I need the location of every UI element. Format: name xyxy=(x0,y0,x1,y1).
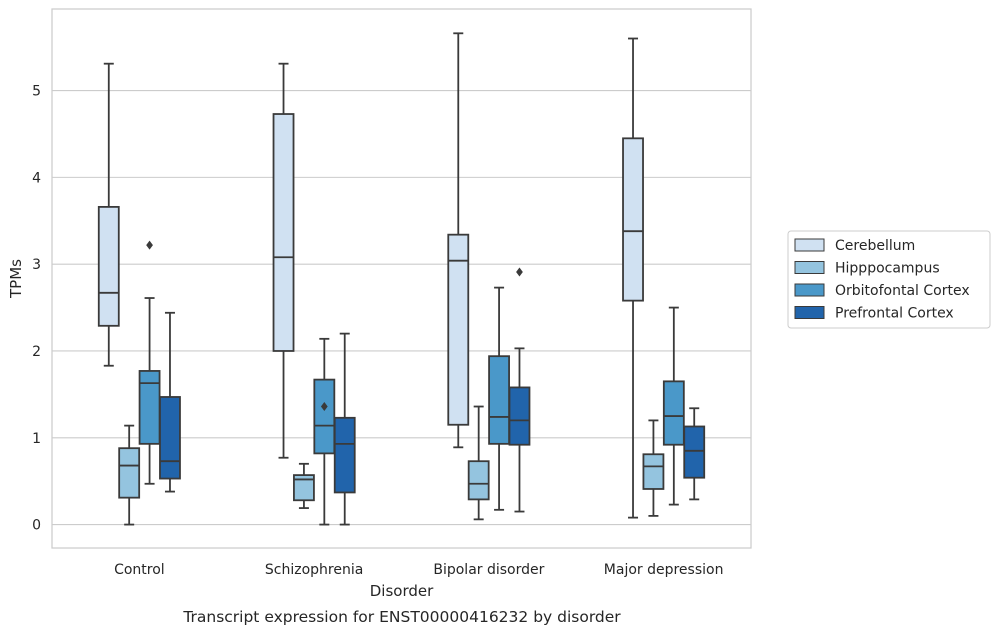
box-orbitofontal-cortex xyxy=(313,337,336,526)
legend-item[interactable]: Cerebellum xyxy=(794,238,915,254)
box-iqr xyxy=(488,355,510,445)
outlier-point xyxy=(516,267,523,277)
legend-item[interactable]: Hipppocampus xyxy=(794,261,940,277)
box-orbitofontal-cortex xyxy=(662,306,685,506)
legend-label: Cerebellum xyxy=(835,238,915,254)
legend-label: Orbitofontal Cortex xyxy=(835,283,970,299)
box-prefrontal-cortex xyxy=(508,267,531,513)
box-iqr xyxy=(159,396,181,480)
box-groups xyxy=(97,32,706,526)
x-tick-label: Control xyxy=(114,562,165,578)
legend-label: Prefrontal Cortex xyxy=(835,306,954,322)
box-iqr xyxy=(467,460,490,501)
legend-label: Hipppocampus xyxy=(835,261,940,277)
legend-item[interactable]: Orbitofontal Cortex xyxy=(794,283,970,299)
y-axis-ticks: 0 1 2 3 4 5 xyxy=(32,84,41,534)
legend-swatch xyxy=(794,283,825,297)
box-orbitofontal-cortex xyxy=(488,286,510,511)
box-prefrontal-cortex xyxy=(159,311,181,493)
y-tick-label: 0 xyxy=(32,518,41,534)
plot-frame xyxy=(51,8,752,549)
y-tick-label: 4 xyxy=(32,170,41,186)
y-tick-label: 2 xyxy=(32,344,41,360)
box-iqr xyxy=(683,425,706,479)
legend-item[interactable]: Prefrontal Cortex xyxy=(794,306,954,322)
box-iqr xyxy=(293,474,315,502)
x-axis-label: Disorder xyxy=(370,582,434,600)
x-tick-label: Major depression xyxy=(604,562,724,578)
box-cerebellum xyxy=(97,62,120,367)
box-hipppocampus xyxy=(642,419,665,517)
box-prefrontal-cortex xyxy=(333,332,356,526)
box-iqr xyxy=(642,453,665,490)
legend-swatch xyxy=(794,261,825,274)
y-tick-label: 3 xyxy=(32,257,41,273)
x-tick-label: Bipolar disorder xyxy=(433,562,544,578)
box-iqr xyxy=(447,233,470,426)
box-iqr xyxy=(138,370,161,445)
outlier-point xyxy=(146,240,153,250)
box-cerebellum xyxy=(622,37,644,519)
y-tick-label: 1 xyxy=(32,431,41,447)
box-hipppocampus xyxy=(467,405,490,521)
box-iqr xyxy=(313,378,336,455)
legend[interactable]: Cerebellum Hipppocampus Orbitofontal Corte… xyxy=(787,230,991,329)
x-axis-ticks: Control Schizophrenia Bipolar disorder Majo… xyxy=(114,562,723,578)
legend-swatch xyxy=(794,306,825,319)
box-iqr xyxy=(97,205,120,327)
legend-frame xyxy=(787,230,991,329)
box-iqr xyxy=(662,380,685,446)
box-hipppocampus xyxy=(118,424,141,526)
box-cerebellum xyxy=(272,62,295,459)
legend-swatch xyxy=(794,238,825,252)
box-cerebellum xyxy=(447,32,470,449)
box-prefrontal-cortex xyxy=(683,407,706,501)
x-tick-label: Schizophrenia xyxy=(265,562,363,578)
box-iqr xyxy=(118,447,141,499)
chart-caption: Transcript expression for ENST0000041623… xyxy=(182,608,621,626)
y-axis-label: TPMs xyxy=(7,259,25,299)
outlier-point xyxy=(320,402,328,412)
y-tick-label: 5 xyxy=(32,84,41,100)
box-hipppocampus xyxy=(293,462,315,509)
box-iqr xyxy=(272,113,295,352)
box-iqr xyxy=(508,386,531,446)
box-orbitofontal-cortex xyxy=(138,240,161,485)
box-iqr xyxy=(333,416,356,494)
box-iqr xyxy=(622,137,644,302)
